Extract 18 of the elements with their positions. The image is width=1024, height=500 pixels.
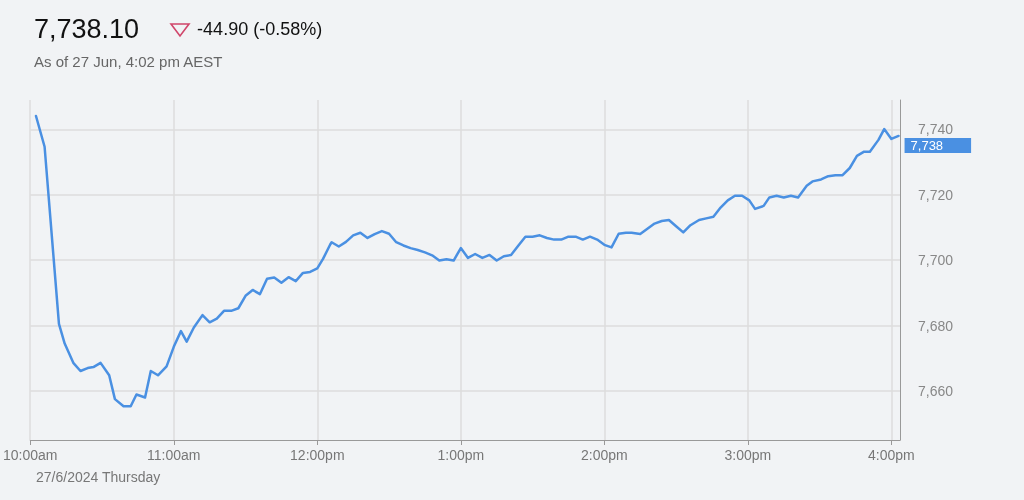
data-label: 7,738 xyxy=(910,137,944,153)
line-series xyxy=(34,114,900,408)
y-tick-label: 7,700 xyxy=(918,252,954,269)
x-tick-label: 12:00pm xyxy=(290,447,345,463)
x-tick-label: 11:00am xyxy=(147,447,201,463)
chart-subtitle: -44.90 (-0.58%) xyxy=(197,19,323,40)
text: 27/6/2024 Thursday xyxy=(36,469,161,485)
x-tick-label: 10:00am xyxy=(3,447,58,463)
y-tick-label: 7,680 xyxy=(918,317,954,334)
y-tick-label: 7,740 xyxy=(918,121,954,138)
x-tick-label: 1:00pm xyxy=(437,447,485,463)
y-tick-label: 7,660 xyxy=(918,382,954,399)
chart-title: 7,738.10 xyxy=(34,14,140,45)
y-tick-label: 7,720 xyxy=(918,186,954,203)
text: As of 27 Jun, 4:02 pm AEST xyxy=(34,53,224,70)
x-tick-label: 2:00pm xyxy=(580,447,628,463)
x-tick-label: 3:00pm xyxy=(724,447,772,463)
x-tick-label: 4:00pm xyxy=(868,447,915,463)
